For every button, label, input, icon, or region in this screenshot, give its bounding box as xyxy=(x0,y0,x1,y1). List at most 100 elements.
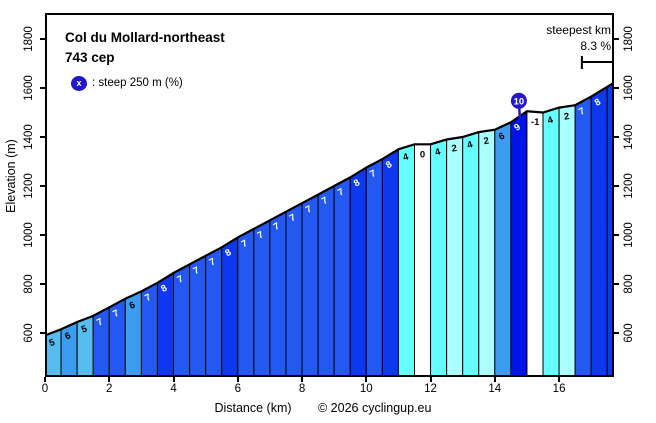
x-tick-mark xyxy=(44,377,46,382)
gradient-label: 7 xyxy=(208,256,218,268)
gradient-bar xyxy=(365,158,383,377)
x-tick-label: 2 xyxy=(106,383,113,395)
gradient-label: 7 xyxy=(368,168,378,180)
gradient-label: -1 xyxy=(531,117,541,129)
y-tick-label-right: 1600 xyxy=(623,75,635,101)
y-tick-mark xyxy=(40,38,45,40)
x-tick-mark xyxy=(301,377,304,382)
x-tick-label: 0 xyxy=(41,383,49,395)
gradient-bar xyxy=(430,138,448,377)
gradient-label: 4 xyxy=(546,114,555,126)
y-tick-label: 1800 xyxy=(23,26,35,52)
chart-title: Col du Mollard-northeast xyxy=(65,30,225,45)
y-tick-label: 800 xyxy=(23,274,35,294)
y-tick-label-right: 1400 xyxy=(623,124,635,150)
gradient-label: 7 xyxy=(577,106,587,118)
x-tick-label: 14 xyxy=(488,383,502,395)
gradient-bar xyxy=(574,95,592,377)
chart-subtitle: 743 cep xyxy=(65,50,115,65)
gradient-bar xyxy=(285,202,303,377)
y-tick-label: 1400 xyxy=(23,124,35,150)
elevation-profile-line xyxy=(45,81,614,337)
gradient-label: 4 xyxy=(402,151,411,163)
gradient-label: 7 xyxy=(320,195,330,207)
y-tick-mark-right xyxy=(614,136,619,138)
gradient-bar xyxy=(478,129,496,377)
x-tick-label: 4 xyxy=(170,383,177,395)
y-tick-mark-right xyxy=(614,38,619,40)
max-steep-balloon xyxy=(510,92,527,109)
y-tick-mark xyxy=(40,283,45,285)
max-steep-value: 10 xyxy=(514,96,525,107)
gradient-label: 9 xyxy=(512,122,523,134)
y-axis-title: Elevation (m) xyxy=(4,139,18,213)
gradient-bar xyxy=(494,121,512,377)
y-tick-mark-right xyxy=(614,234,619,236)
gradient-bar xyxy=(413,143,432,377)
gradient-bar xyxy=(397,143,415,377)
y-tick-label-right: 1800 xyxy=(623,26,635,52)
gradient-bar xyxy=(381,148,399,377)
x-tick-label: 8 xyxy=(298,383,306,395)
gradient-label: 8 xyxy=(593,96,603,108)
x-tick-label: 6 xyxy=(234,383,241,395)
gradient-bar xyxy=(349,166,367,377)
gradient-label: 2 xyxy=(563,111,570,123)
y-tick-label: 600 xyxy=(23,323,35,343)
gradient-label: 7 xyxy=(336,186,346,198)
legend-label: : steep 250 m (%) xyxy=(92,77,183,89)
gradient-bar xyxy=(462,131,480,377)
gradient-bar xyxy=(237,228,255,377)
gradient-bar xyxy=(558,104,576,377)
gradient-bar xyxy=(253,219,271,377)
gradient-label: 7 xyxy=(256,229,266,241)
x-tick-label: 16 xyxy=(552,383,566,395)
y-tick-label-right: 1200 xyxy=(623,173,635,199)
gradient-bar xyxy=(526,110,544,377)
gradient-label: 5 xyxy=(80,323,90,335)
gradient-label: 6 xyxy=(63,330,72,342)
x-tick-mark xyxy=(493,377,496,382)
gradient-label: 0 xyxy=(420,149,425,160)
gradient-bar xyxy=(317,185,335,377)
gradient-label: 2 xyxy=(483,136,490,148)
gradient-label: 8 xyxy=(223,247,233,259)
gradient-label: 2 xyxy=(451,143,458,155)
x-tick-mark xyxy=(558,377,561,382)
gradient-label: 5 xyxy=(48,337,58,349)
gradient-bar xyxy=(301,193,319,377)
gradient-label: 7 xyxy=(143,292,153,304)
gradient-label: 6 xyxy=(128,300,137,312)
gradient-label: 7 xyxy=(240,238,250,250)
gradient-label: 6 xyxy=(497,131,506,143)
x-tick-label: 10 xyxy=(359,383,373,395)
gradient-label: 8 xyxy=(159,283,169,295)
x-tick-mark xyxy=(365,377,368,382)
copyright-text: © 2026 cyclingup.eu xyxy=(318,401,432,415)
steepest-km-value: 8.3 % xyxy=(580,39,611,53)
gradient-label: 7 xyxy=(175,273,185,285)
y-tick-mark-right xyxy=(614,87,619,89)
gradient-label: 7 xyxy=(95,316,105,328)
x-tick-mark xyxy=(108,377,111,382)
gradient-label: 8 xyxy=(384,159,394,171)
gradient-label: 4 xyxy=(434,146,443,158)
y-tick-mark xyxy=(40,185,45,187)
x-tick-mark xyxy=(429,377,432,382)
y-tick-mark-right xyxy=(614,283,619,285)
y-tick-label-right: 1000 xyxy=(623,222,635,248)
gradient-bar xyxy=(333,176,351,377)
y-tick-mark xyxy=(40,136,45,138)
gradient-label: 7 xyxy=(111,308,121,320)
gradient-bar xyxy=(606,82,614,377)
y-tick-mark xyxy=(40,332,45,334)
gradient-bar xyxy=(269,210,287,377)
gradient-bar xyxy=(446,136,464,377)
x-axis-title: Distance (km) xyxy=(214,401,292,415)
steep-marker-icon: x xyxy=(71,76,87,91)
gradient-bar xyxy=(510,110,528,377)
y-tick-label: 1600 xyxy=(23,75,35,101)
y-tick-label: 1000 xyxy=(23,222,35,248)
